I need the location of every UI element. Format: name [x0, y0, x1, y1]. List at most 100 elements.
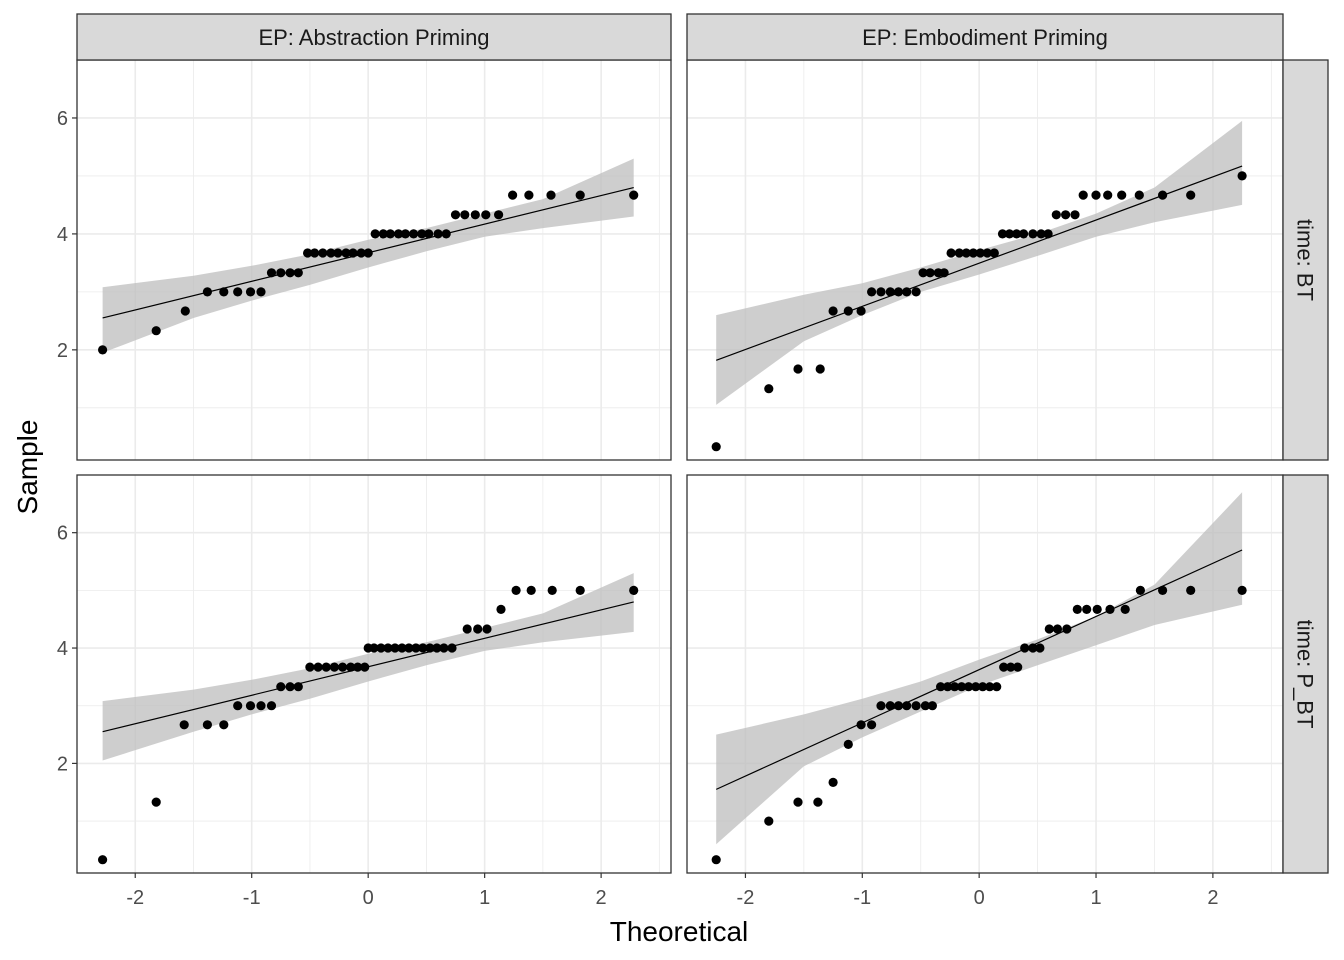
strip-background [76, 13, 672, 61]
data-point [918, 268, 928, 278]
data-point [1158, 190, 1168, 200]
data-point [256, 287, 266, 297]
x-tick-label: -2 [126, 887, 144, 909]
data-point [876, 701, 886, 711]
data-point [1006, 662, 1016, 672]
data-point [305, 662, 315, 672]
data-point [470, 210, 480, 220]
x-tick-label: 2 [1207, 887, 1218, 909]
data-point [843, 739, 853, 750]
axes-layer: 2 4 6 2 4 6 -2 -1 0 1 2 -2 -1 0 1 2 [57, 108, 1219, 909]
data-point [310, 248, 320, 258]
data-point [1036, 229, 1046, 239]
panels-layer [76, 59, 1284, 874]
data-point [293, 682, 303, 692]
data-point [997, 229, 1008, 239]
data-point [629, 585, 639, 596]
data-point [957, 682, 967, 692]
data-point [920, 701, 931, 711]
data-point [151, 326, 161, 336]
data-point [1237, 585, 1247, 596]
data-point [494, 210, 504, 220]
x-tick-label: -1 [243, 887, 261, 909]
data-point [1072, 604, 1082, 615]
data-point [346, 662, 356, 672]
data-point [629, 190, 639, 200]
y-tick-label: 4 [57, 224, 68, 246]
data-point [1237, 171, 1247, 181]
data-point [393, 229, 404, 239]
data-point [329, 662, 339, 672]
data-point [482, 624, 492, 634]
data-point [404, 643, 414, 653]
data-point [927, 701, 938, 711]
reference-line [715, 549, 1243, 790]
data-point [202, 720, 212, 730]
data-point [370, 229, 380, 239]
data-point [333, 248, 343, 258]
data-point [1062, 624, 1072, 634]
y-axis-title: Sample [12, 420, 43, 515]
data-point [876, 287, 886, 297]
confidence-band [716, 492, 1243, 845]
data-point [524, 190, 534, 200]
data-point [793, 364, 803, 374]
data-point [1092, 604, 1102, 615]
data-point [1158, 585, 1168, 596]
data-point [843, 306, 853, 316]
data-point [968, 248, 978, 258]
data-point [390, 643, 400, 653]
panel-border [76, 474, 672, 874]
data-point [971, 682, 981, 692]
data-point [409, 229, 419, 239]
strip-background [1282, 474, 1329, 874]
data-point [233, 287, 243, 297]
data-point [202, 287, 212, 297]
data-point [911, 287, 921, 297]
data-point [1035, 643, 1045, 653]
y-tick-label: 6 [57, 523, 68, 545]
data-point [1105, 604, 1115, 615]
data-point [321, 662, 331, 672]
data-point [326, 248, 336, 258]
data-point [151, 797, 161, 807]
data-point [411, 643, 421, 653]
data-point [764, 384, 774, 394]
data-point [711, 855, 721, 865]
x-tick-label: -1 [853, 887, 871, 909]
data-point [245, 287, 256, 297]
data-point [496, 604, 506, 615]
row-strip-label: time: P_BT [1293, 620, 1318, 729]
data-point [961, 248, 971, 258]
data-point [978, 682, 988, 692]
data-point [360, 662, 370, 672]
data-point [1019, 229, 1029, 239]
data-point [424, 229, 434, 239]
data-point [338, 662, 348, 672]
data-point [711, 442, 721, 452]
data-point [1028, 643, 1038, 653]
data-point [1070, 210, 1080, 220]
data-point [180, 306, 190, 316]
data-point [293, 268, 303, 278]
data-point [575, 190, 585, 200]
data-point [1043, 229, 1053, 239]
row-strip-label: time: BT [1293, 219, 1318, 301]
x-tick-label: 0 [363, 887, 374, 909]
data-point [885, 287, 895, 297]
data-point [417, 229, 427, 239]
x-tick-label: 0 [974, 887, 985, 909]
data-point [893, 701, 904, 711]
data-point [433, 229, 443, 239]
data-point [511, 585, 521, 596]
x-axis-title: Theoretical [610, 916, 749, 947]
data-point [954, 248, 964, 258]
row-strip-1: time: BT [1282, 59, 1329, 461]
data-point [378, 229, 388, 239]
data-point [256, 701, 266, 711]
data-point [893, 287, 904, 297]
data-point [219, 287, 229, 297]
data-point [815, 364, 825, 374]
data-point [507, 190, 518, 200]
reference-line [716, 165, 1243, 361]
